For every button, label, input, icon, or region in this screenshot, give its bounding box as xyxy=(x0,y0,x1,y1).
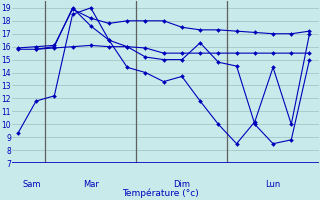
Text: Température (°c): Température (°c) xyxy=(122,188,198,198)
Text: Dim: Dim xyxy=(173,180,190,189)
Text: Sam: Sam xyxy=(22,180,41,189)
Text: Lun: Lun xyxy=(265,180,281,189)
Text: Mar: Mar xyxy=(83,180,99,189)
